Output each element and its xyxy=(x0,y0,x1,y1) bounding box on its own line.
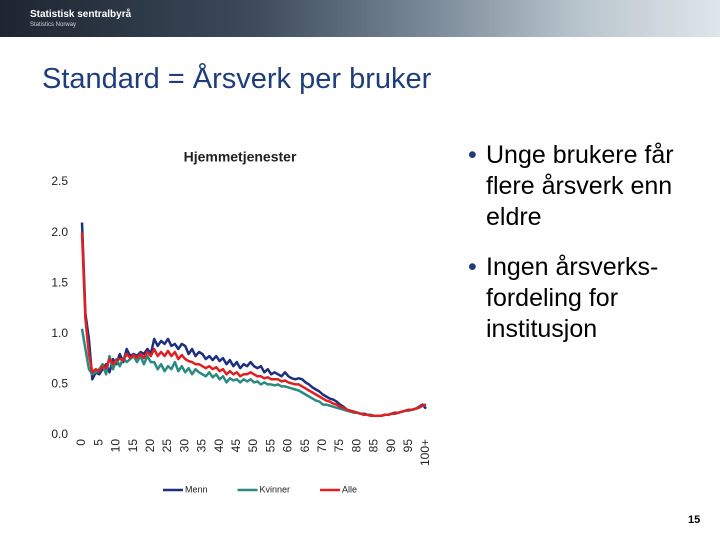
bullet: Unge brukere får flere årsverk enn eldre xyxy=(468,140,720,233)
logo-subtitle: Statistics Norway xyxy=(30,22,77,28)
x-tick-label: 5 xyxy=(91,439,105,446)
x-tick-label: 15 xyxy=(126,439,140,453)
line-series xyxy=(80,232,427,418)
page-number: 15 xyxy=(688,514,701,526)
x-tick-label: 40 xyxy=(212,439,226,453)
bullet: Ingen årsverks-fordeling for institusjon xyxy=(468,252,720,345)
legend-label: Menn xyxy=(185,484,208,494)
line-series xyxy=(80,222,427,418)
x-tick-label: 25 xyxy=(160,439,174,453)
x-tick-label: 45 xyxy=(229,439,243,453)
x-tick-label: 80 xyxy=(349,439,363,453)
chart-title: Hjemmetjenester xyxy=(184,149,297,165)
y-tick-label: 2.5 xyxy=(51,174,68,188)
x-tick-label: 30 xyxy=(177,439,191,453)
line-series xyxy=(80,328,427,418)
legend-label: Alle xyxy=(342,484,357,494)
y-tick-label: 1.0 xyxy=(51,326,68,340)
x-tick-label: 35 xyxy=(195,439,209,453)
x-tick-label: 70 xyxy=(315,439,329,453)
x-tick-label: 60 xyxy=(281,439,295,453)
legend-label: Kvinner xyxy=(260,484,291,494)
x-tick-label: 75 xyxy=(332,439,346,453)
x-tick-label: 65 xyxy=(298,439,312,453)
y-tick-label: 1.5 xyxy=(51,275,68,289)
x-tick-label: 95 xyxy=(401,439,415,453)
y-tick-label: 0.0 xyxy=(51,427,68,441)
slide-title: Standard = Årsverk per bruker xyxy=(42,63,432,95)
logo: Statistisk sentralbyrå xyxy=(30,9,132,20)
chart: Hjemmetjenester 0.0 0.5 1.0 1.5 2.0 2.5 0 5 10 15… xyxy=(51,149,432,495)
x-tick-label: 10 xyxy=(109,439,123,453)
x-tick-label: 90 xyxy=(384,439,398,453)
x-tick-label: 85 xyxy=(367,439,381,453)
x-tick-label: 55 xyxy=(263,439,277,453)
x-tick-label: 50 xyxy=(246,439,260,453)
x-tick-label: 20 xyxy=(143,439,157,453)
header-banner: Statistisk sentralbyrå Statistics Norway xyxy=(0,0,720,37)
x-tick-label: 0 xyxy=(74,439,88,446)
x-tick-label: 100+ xyxy=(418,439,432,466)
y-tick-label: 0.5 xyxy=(51,377,68,391)
y-tick-label: 2.0 xyxy=(51,225,68,239)
